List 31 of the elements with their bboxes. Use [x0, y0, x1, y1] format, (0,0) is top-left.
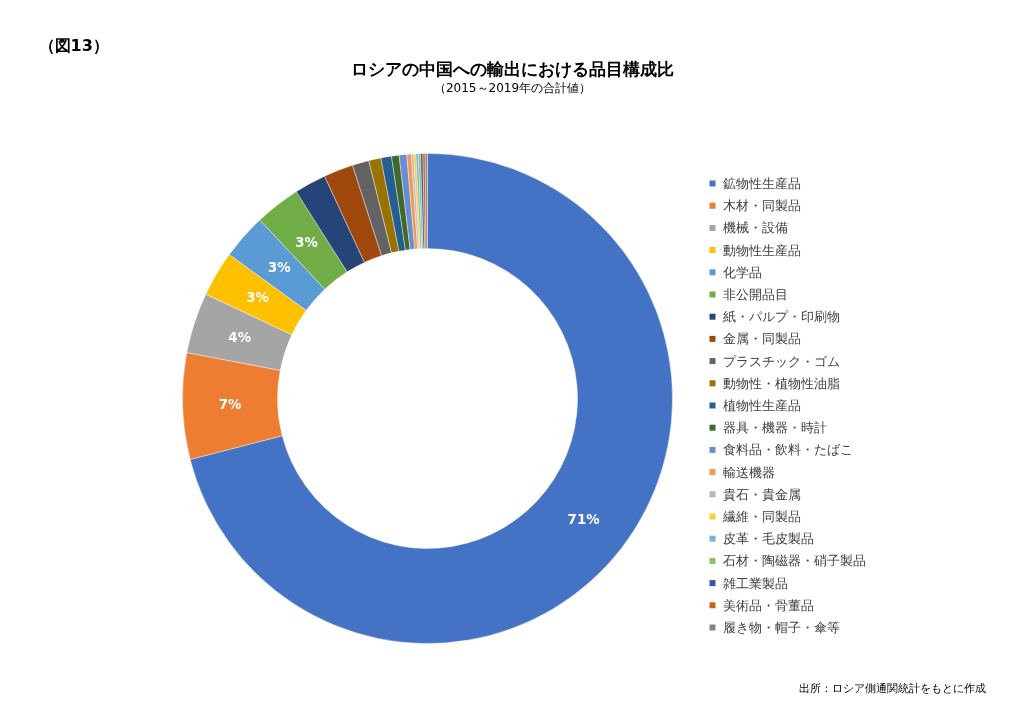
text: （図13）: [38, 36, 109, 55]
legend-label: 植物性生産品: [722, 398, 801, 413]
legend-label: 美術品・骨董品: [722, 597, 814, 613]
chart-subtitle: （2015～2019年の合計値）: [433, 80, 592, 95]
data-label: 7%: [218, 397, 242, 413]
legend-label: 石材・陶磁器・硝子製品: [722, 553, 866, 569]
legend-label: 輸送機器: [722, 464, 775, 480]
legend-label: 機械・設備: [722, 220, 788, 236]
legend-label: 動物性生産品: [722, 242, 801, 258]
legend-label: 貴石・貴金属: [722, 486, 801, 502]
legend-label: 紙・パルプ・印刷物: [722, 309, 840, 325]
text: 出所：ロシア側通関統計をもとに作成: [798, 682, 986, 695]
data-label: 3%: [246, 290, 269, 306]
legend-label: 非公開品目: [722, 287, 788, 302]
legend-label: 皮革・毛皮製品: [722, 531, 814, 547]
legend-label: 器具・機器・時計: [722, 420, 827, 436]
data-label: 3%: [295, 234, 318, 250]
legend-label: 化学品: [722, 264, 762, 280]
chart-title: ロシアの中国への輸出における品目構成比: [351, 58, 674, 79]
legend-label: 食料品・飲料・たばこ: [722, 442, 853, 458]
legend-label: 繊維・同製品: [721, 509, 801, 524]
legend-label: 木材・同製品: [722, 198, 801, 214]
data-label: 71%: [567, 512, 600, 528]
legend-label: 履き物・帽子・傘等: [722, 620, 840, 635]
legend-label: 動物性・植物性油脂: [722, 375, 840, 391]
legend-label: 雑工業製品: [722, 575, 788, 591]
data-label: 3%: [268, 260, 291, 276]
legend-label: 鉱物性生産品: [722, 176, 801, 191]
data-label: 4%: [228, 329, 251, 345]
legend-label: プラスチック・ゴム: [722, 353, 840, 369]
legend-label: 金属・同製品: [722, 331, 801, 347]
